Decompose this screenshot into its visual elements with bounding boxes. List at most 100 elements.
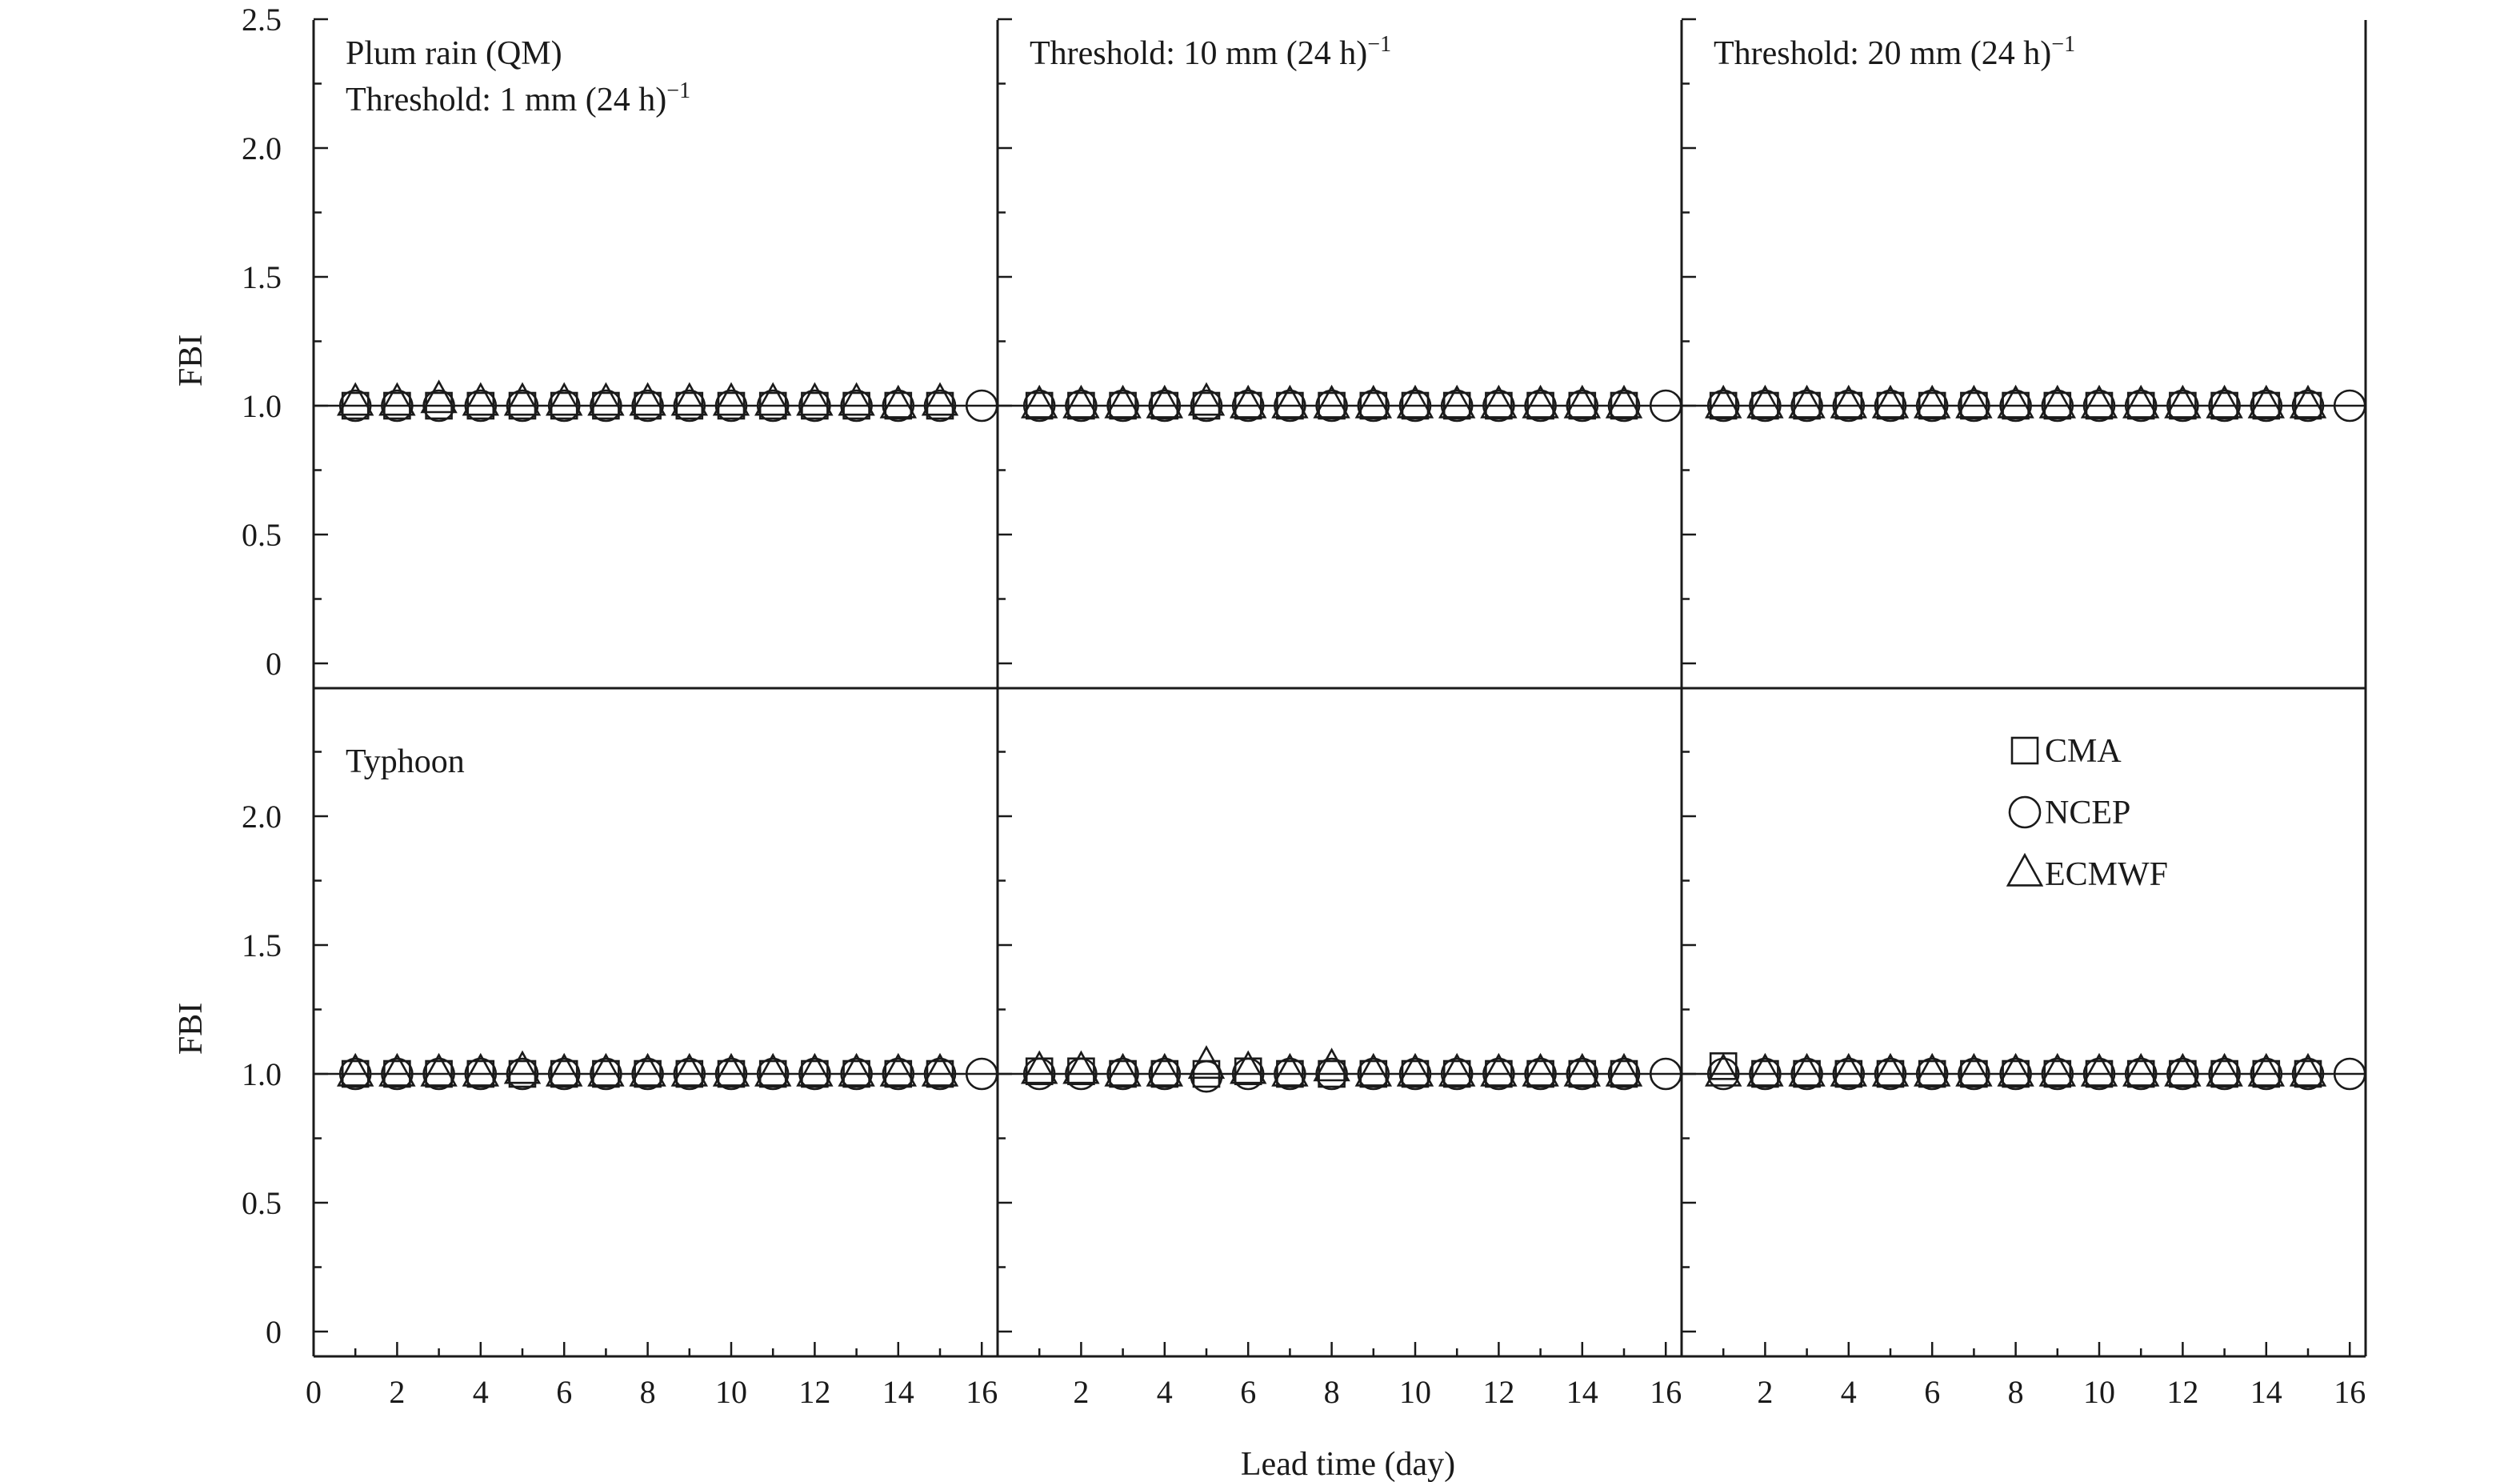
ecmwf-point	[1354, 1052, 1393, 1087]
ecmwf-point	[1271, 384, 1309, 419]
y-tick-label: 1.0	[242, 1056, 282, 1092]
ncep-point	[1274, 389, 1306, 423]
cma-point	[1610, 391, 1638, 420]
cma-point	[1709, 391, 1738, 420]
ecmwf-point	[1704, 384, 1742, 419]
legend-square-icon	[2010, 736, 2039, 765]
ncep-point	[2166, 1057, 2199, 1091]
cma-point	[425, 1059, 453, 1088]
ncep-point	[1148, 1057, 1182, 1091]
cma-point	[466, 1059, 495, 1088]
y-tick-label: 1.5	[242, 259, 282, 295]
ncep-point	[1231, 1057, 1265, 1091]
panel-label: Threshold: 10 mm (24 h)−1	[1030, 32, 1391, 72]
cma-point	[2210, 1059, 2238, 1088]
cma-point	[1150, 1059, 1179, 1088]
ecmwf-point	[1229, 384, 1267, 419]
cma-point	[1918, 1059, 1946, 1088]
ncep-point	[1999, 1057, 2032, 1091]
ncep-point	[381, 1057, 414, 1091]
ecmwf-point	[921, 1052, 959, 1087]
x-tick-label: 8	[640, 1374, 656, 1410]
series-ecmwf	[1020, 1045, 1643, 1087]
series-ecmwf	[1704, 1052, 2327, 1087]
panel-r1-c0: Typhoon	[314, 743, 998, 1091]
ecmwf-point	[2080, 1052, 2118, 1087]
cma-point	[1025, 391, 1054, 420]
x-tick-label: 10	[1399, 1374, 1431, 1410]
panel-label: Threshold: 1 mm (24 h)−1	[346, 78, 690, 118]
y-tick-label: 2.5	[242, 2, 282, 38]
ecmwf-point	[712, 1052, 750, 1087]
ncep-point	[1482, 1057, 1515, 1091]
ncep-point	[1440, 1057, 1474, 1091]
cma-point	[1960, 1059, 1988, 1088]
legend-triangle-icon	[2006, 852, 2044, 887]
y-tick-label: 2.0	[242, 130, 282, 166]
cma-point	[1918, 391, 1946, 420]
ecmwf-point	[1913, 1052, 1951, 1087]
x-tick-label: 4	[1841, 1374, 1857, 1410]
ncep-point	[1440, 389, 1474, 423]
x-tick-label: 14	[882, 1374, 914, 1410]
ecmwf-point	[1522, 384, 1559, 419]
cma-point	[550, 1059, 578, 1088]
x-axis-title: Lead time (day)	[1241, 1446, 1455, 1482]
ncep-point	[547, 389, 581, 423]
cma-point	[2126, 1059, 2155, 1088]
series-ecmwf	[1020, 382, 1643, 419]
cma-point	[2126, 391, 2155, 420]
cma-point	[675, 1059, 704, 1088]
ncep-point	[506, 1057, 539, 1091]
ecmwf-point	[754, 1052, 792, 1087]
ecmwf-point	[2164, 1052, 2202, 1087]
cma-point	[1442, 391, 1471, 420]
x-tick-label: 4	[1157, 1374, 1173, 1410]
cma-point	[1751, 1059, 1779, 1088]
ecmwf-point	[1830, 384, 1868, 419]
ecmwf-point	[1396, 1052, 1434, 1087]
legend-entry-ecmwf: ECMWF	[2006, 852, 2168, 893]
x-tick-label: 16	[2334, 1374, 2366, 1410]
ncep-point	[1915, 389, 1949, 423]
cma-point	[2043, 1059, 2072, 1088]
cma-point	[1568, 1059, 1597, 1088]
ecmwf-point	[1313, 1047, 1350, 1082]
ncep-point	[1315, 389, 1348, 423]
ncep-point	[338, 1057, 372, 1091]
cma-point	[1876, 391, 1905, 420]
panel-r1-c1	[998, 1045, 1682, 1093]
ncep-point	[381, 389, 414, 423]
ecmwf-point	[1746, 1052, 1784, 1087]
panel-label: Typhoon	[346, 743, 465, 780]
cma-point	[1359, 1059, 1388, 1088]
ncep-point	[1607, 389, 1641, 423]
ncep-point	[673, 389, 706, 423]
ecmwf-point	[1229, 1050, 1267, 1084]
ncep-point	[756, 389, 790, 423]
ecmwf-point	[587, 382, 625, 416]
x-tick-label: 2	[1073, 1374, 1089, 1410]
series-cma	[1709, 391, 2322, 420]
cma-point	[1793, 391, 1821, 420]
ncep-point	[1749, 389, 1782, 423]
cma-point	[2169, 1059, 2197, 1088]
ecmwf-point	[1871, 384, 1910, 419]
ncep-point	[882, 1057, 915, 1091]
cma-point	[926, 1059, 954, 1088]
panel-r0-c2: Threshold: 20 mm (24 h)−1	[1682, 32, 2366, 423]
series-ncep	[338, 1057, 998, 1091]
ecmwf-point	[712, 382, 750, 416]
ncep-point	[590, 389, 622, 423]
x-tick-label: 14	[2250, 1374, 2282, 1410]
ecmwf-point	[1187, 382, 1226, 416]
ecmwf-point	[1997, 1052, 2034, 1087]
cma-point	[1442, 1059, 1471, 1088]
cma-point	[758, 1059, 787, 1088]
ecmwf-point	[1438, 384, 1476, 419]
ecmwf-point	[796, 1052, 834, 1087]
ecmwf-point	[2038, 1052, 2077, 1087]
ncep-point	[1832, 1057, 1866, 1091]
ncep-point	[2041, 389, 2074, 423]
x-tick-label: 14	[1566, 1374, 1598, 1410]
